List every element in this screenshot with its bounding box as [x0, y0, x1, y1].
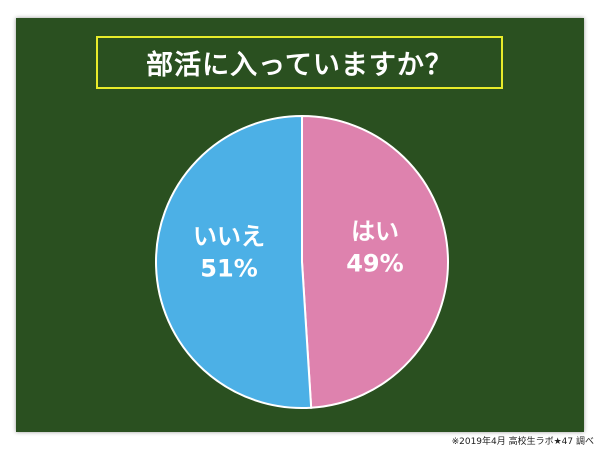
slice-label-1: いいえ	[193, 222, 265, 250]
slice-label-0: はい	[351, 218, 399, 246]
slice-value-0: 49%	[346, 250, 403, 278]
chart-title: 部活に入っていますか？	[96, 36, 503, 89]
source-note: ※2019年4月 高校生ラボ★47 調べ	[451, 437, 594, 447]
pie-slice-0	[301, 114, 450, 409]
pie-slice-1	[155, 114, 313, 409]
slice-value-1: 51%	[200, 254, 257, 282]
